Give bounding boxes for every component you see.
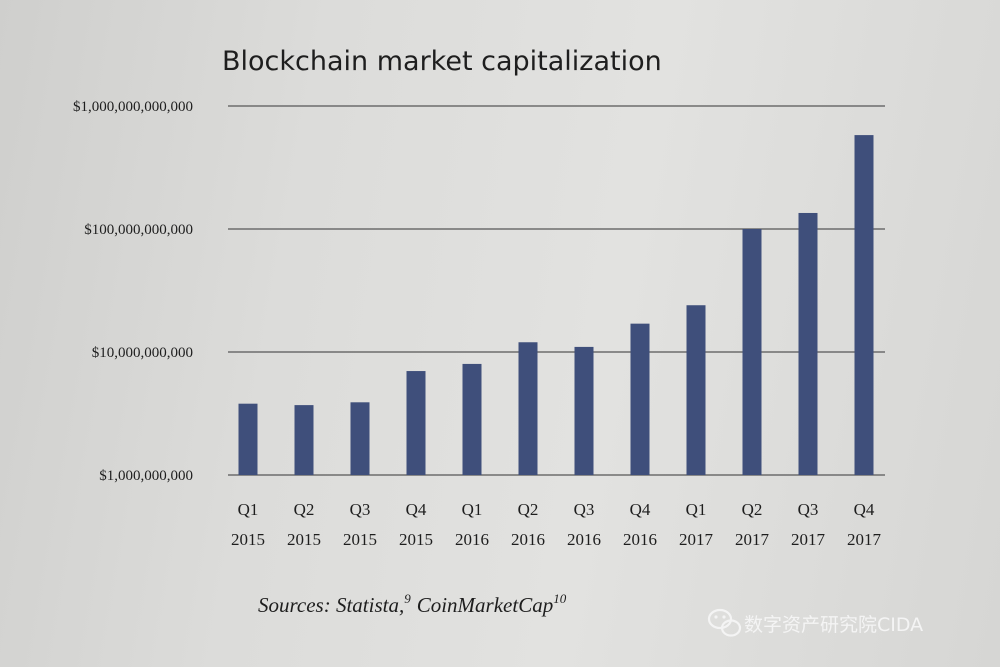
y-tick-label: $1,000,000,000 — [99, 468, 193, 484]
x-tick-quarter: Q1 — [686, 500, 707, 519]
bar — [238, 403, 258, 475]
bar — [294, 405, 314, 475]
x-tick-quarter: Q1 — [238, 500, 259, 519]
bar — [518, 342, 538, 475]
watermark: 数字资产研究院CIDA — [707, 608, 923, 637]
x-tick-quarter: Q2 — [742, 500, 763, 519]
x-tick-year: 2015 — [231, 530, 265, 549]
y-tick-label: $100,000,000,000 — [84, 222, 193, 238]
bars — [238, 135, 874, 476]
x-tick-year: 2016 — [567, 530, 601, 549]
wechat-icon — [707, 608, 742, 637]
x-tick-year: 2015 — [343, 530, 377, 549]
y-axis-tick-labels: $1,000,000,000 $10,000,000,000 $100,000,00… — [73, 99, 193, 484]
x-tick-quarter: Q1 — [462, 500, 483, 519]
x-tick-quarter: Q2 — [294, 500, 315, 519]
x-tick-year: 2016 — [623, 530, 657, 549]
bar — [686, 305, 706, 475]
x-axis-tick-labels: Q1 2015 Q2 2015 Q3 2015 Q4 2015 Q1 2016 Q2 2016 Q3 20… — [231, 500, 882, 549]
chart-title: Blockchain market capitalization — [222, 46, 662, 77]
x-tick-year: 2015 — [287, 530, 321, 549]
y-tick-label: $1,000,000,000,000 — [73, 99, 193, 115]
gridlines — [228, 105, 885, 476]
bar — [742, 229, 762, 475]
x-tick-quarter: Q3 — [350, 500, 371, 519]
x-tick-year: 2017 — [847, 530, 882, 549]
x-tick-year: 2016 — [455, 530, 489, 549]
bar — [798, 212, 818, 476]
bar — [854, 135, 874, 475]
bar — [574, 346, 594, 475]
bar — [462, 363, 482, 475]
source-statista: Sources: Statista, — [258, 593, 404, 617]
source-note: Sources: Statista,9 CoinMarketCap10 — [258, 591, 567, 617]
x-tick-year: 2015 — [399, 530, 433, 549]
bar — [406, 371, 426, 475]
source-coinmarketcap: CoinMarketCap — [417, 593, 554, 617]
x-tick-year: 2017 — [791, 530, 826, 549]
x-tick-quarter: Q3 — [574, 500, 595, 519]
watermark-text: 数字资产研究院CIDA — [744, 614, 923, 636]
y-tick-label: $10,000,000,000 — [92, 345, 193, 361]
x-tick-year: 2017 — [735, 530, 770, 549]
source-ref-9: 9 — [404, 591, 411, 606]
x-tick-quarter: Q4 — [406, 500, 427, 519]
x-tick-quarter: Q3 — [798, 500, 819, 519]
x-tick-year: 2017 — [679, 530, 714, 549]
x-tick-quarter: Q4 — [854, 500, 875, 519]
x-tick-quarter: Q4 — [630, 500, 651, 519]
bar — [630, 323, 650, 475]
source-ref-10: 10 — [553, 591, 567, 606]
x-tick-quarter: Q2 — [518, 500, 539, 519]
bar — [350, 402, 370, 475]
x-tick-year: 2016 — [511, 530, 545, 549]
